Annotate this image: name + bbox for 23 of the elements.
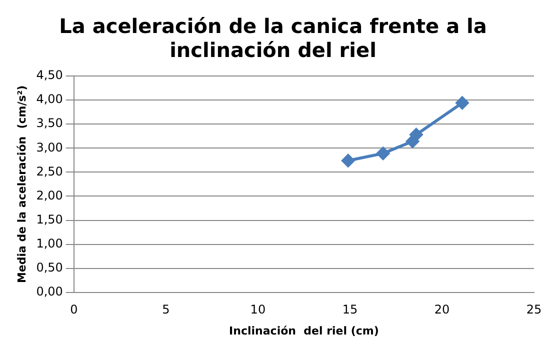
y-tick-label: 1,00 [36, 236, 63, 250]
y-tick-label: 4,50 [36, 68, 63, 82]
y-tick-label: 1,50 [36, 212, 63, 226]
chart-title: La aceleración de la canica frente a la inclinación del riel [59, 14, 487, 62]
point [456, 96, 469, 110]
y-tick-label: 4,00 [36, 92, 63, 106]
y-tick-label: 2,00 [36, 188, 63, 202]
x-tick-label: 5 [162, 302, 170, 317]
point [410, 128, 423, 142]
y-tick-label: 2,50 [36, 164, 63, 178]
x-tick-label: 0 [70, 302, 78, 317]
point [342, 154, 355, 168]
x-tick-label: 20 [434, 302, 450, 317]
x-tick-label: 15 [342, 302, 358, 317]
x-axis-title: Inclinación del riel (cm) [229, 324, 379, 338]
y-tick-label: 3,50 [36, 116, 63, 130]
point [376, 146, 390, 160]
x-tick-label: 10 [250, 302, 266, 317]
y-axis-title: Media de la aceleración (cm/s²) [15, 85, 28, 284]
y-tick-label: 0,00 [36, 284, 63, 299]
y-tick-label: 3,00 [36, 140, 63, 154]
x-tick-label: 25 [526, 302, 542, 317]
y-tick-label: 0,50 [36, 260, 63, 274]
